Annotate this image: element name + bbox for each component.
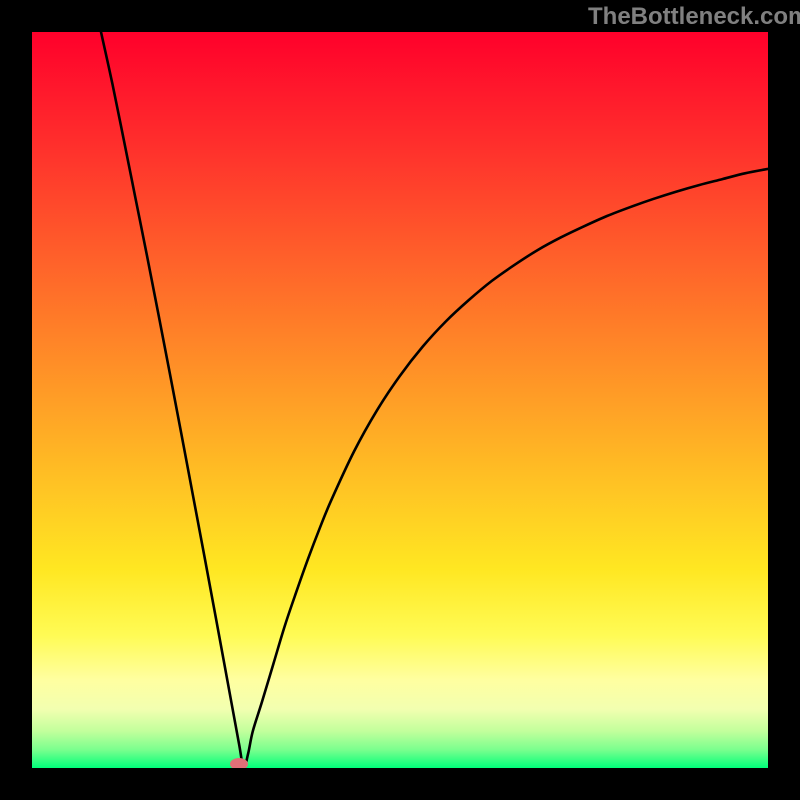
minimum-marker [230, 758, 248, 768]
frame-border-right [768, 0, 800, 800]
watermark-text: TheBottleneck.com [588, 3, 800, 31]
chart-frame: TheBottleneck.com [0, 0, 800, 800]
plot-area [32, 32, 768, 768]
curve-svg [32, 32, 768, 768]
frame-border-bottom [0, 768, 800, 800]
frame-border-left [0, 0, 32, 800]
bottleneck-curve [101, 32, 768, 768]
